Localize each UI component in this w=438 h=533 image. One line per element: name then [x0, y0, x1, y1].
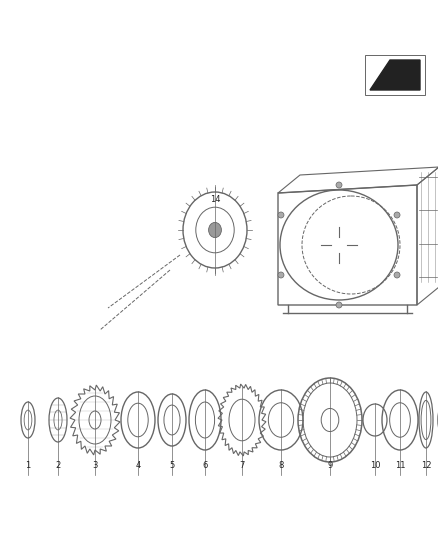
Text: 5: 5 [170, 461, 175, 470]
Text: 11: 11 [395, 461, 405, 470]
Circle shape [336, 182, 342, 188]
Polygon shape [370, 60, 420, 90]
Text: 6: 6 [202, 461, 208, 470]
Circle shape [394, 212, 400, 218]
Circle shape [278, 272, 284, 278]
Circle shape [394, 272, 400, 278]
Text: 10: 10 [370, 461, 380, 470]
Bar [365, 55, 425, 95]
Circle shape [278, 212, 284, 218]
Text: 12: 12 [421, 461, 431, 470]
Circle shape [336, 302, 342, 308]
Text: 4: 4 [135, 461, 141, 470]
Text: 9: 9 [327, 461, 332, 470]
Text: 2: 2 [55, 461, 60, 470]
Text: 8: 8 [278, 461, 284, 470]
Text: 3: 3 [92, 461, 98, 470]
Text: 7: 7 [239, 461, 245, 470]
Text: 1: 1 [25, 461, 31, 470]
Ellipse shape [208, 222, 221, 238]
Text: 14: 14 [210, 195, 220, 204]
